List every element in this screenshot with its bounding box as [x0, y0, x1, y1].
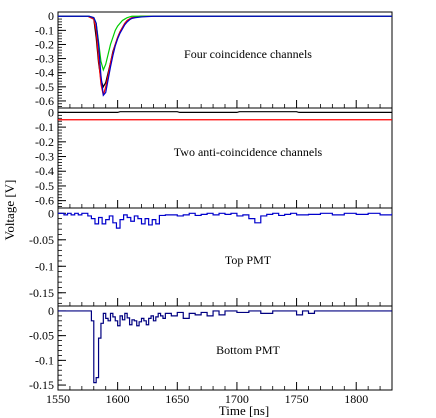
panel-1: 0-0.1-0.2-0.3-0.4-0.5-0.6 Four coincidenc…	[35, 9, 393, 109]
x-tick-label: 1600	[106, 392, 130, 406]
panel-3: 0 -0.05 -0.1 -0.15 Top PMT	[29, 206, 393, 307]
x-tick-label: 1800	[344, 392, 368, 406]
series-line-blue	[58, 15, 392, 97]
y-tick-label: -0.2	[35, 135, 54, 149]
y-tick-label: -0.15	[29, 286, 54, 300]
y-tick-label: 0	[48, 105, 54, 119]
y-tick-label: -0.6	[35, 94, 54, 108]
y-tick-label: -0.4	[35, 66, 54, 80]
y-tick-label: -0.2	[35, 37, 54, 51]
y-tick-label: 0	[48, 206, 54, 220]
y-tick-label: -0.5	[35, 179, 54, 193]
panel-2: 0-0.1-0.2-0.3-0.4-0.5-0.6 Two anti-coinci…	[35, 105, 393, 209]
y-tick-label: -0.4	[35, 164, 54, 178]
y-tick-label: -0.15	[29, 378, 54, 392]
x-tick-label: 1550	[46, 392, 70, 406]
y-tick-label: -0.05	[29, 329, 54, 343]
y-tick-label: 0	[48, 304, 54, 318]
y-tick-label: -0.6	[35, 194, 54, 208]
series-line-black	[58, 111, 392, 114]
y-axis-label: Voltage [V]	[2, 180, 17, 241]
x-axis-label: Time [ns]	[219, 403, 269, 418]
panel-annotation: Two anti-coincidence channels	[174, 145, 323, 159]
x-axis: 1550 1600 1650 1700 1750 1800	[46, 392, 368, 406]
x-tick-label: 1750	[285, 392, 309, 406]
y-tick-label: -0.5	[35, 80, 54, 94]
y-tick-label: -0.05	[29, 233, 54, 247]
series-line-navy	[58, 310, 392, 384]
y-tick-label: -0.3	[35, 150, 54, 164]
panel-annotation: Top PMT	[225, 253, 272, 267]
y-tick-label: -0.1	[35, 23, 54, 37]
y-tick-label: -0.3	[35, 52, 54, 66]
panel-annotation: Four coincidence channels	[184, 47, 312, 61]
y-tick-label: -0.1	[35, 120, 54, 134]
panel-annotation: Bottom PMT	[216, 343, 280, 357]
y-tick-label: 0	[48, 9, 54, 23]
series-line-green	[58, 15, 392, 72]
series-line-blue	[58, 212, 392, 229]
panel-4: 0 -0.05 -0.1 -0.15 Bottom PMT	[29, 304, 393, 392]
y-tick-label: -0.1	[35, 353, 54, 367]
y-tick-label: -0.1	[35, 259, 54, 273]
x-tick-label: 1700	[225, 392, 249, 406]
x-tick-label: 1650	[165, 392, 189, 406]
